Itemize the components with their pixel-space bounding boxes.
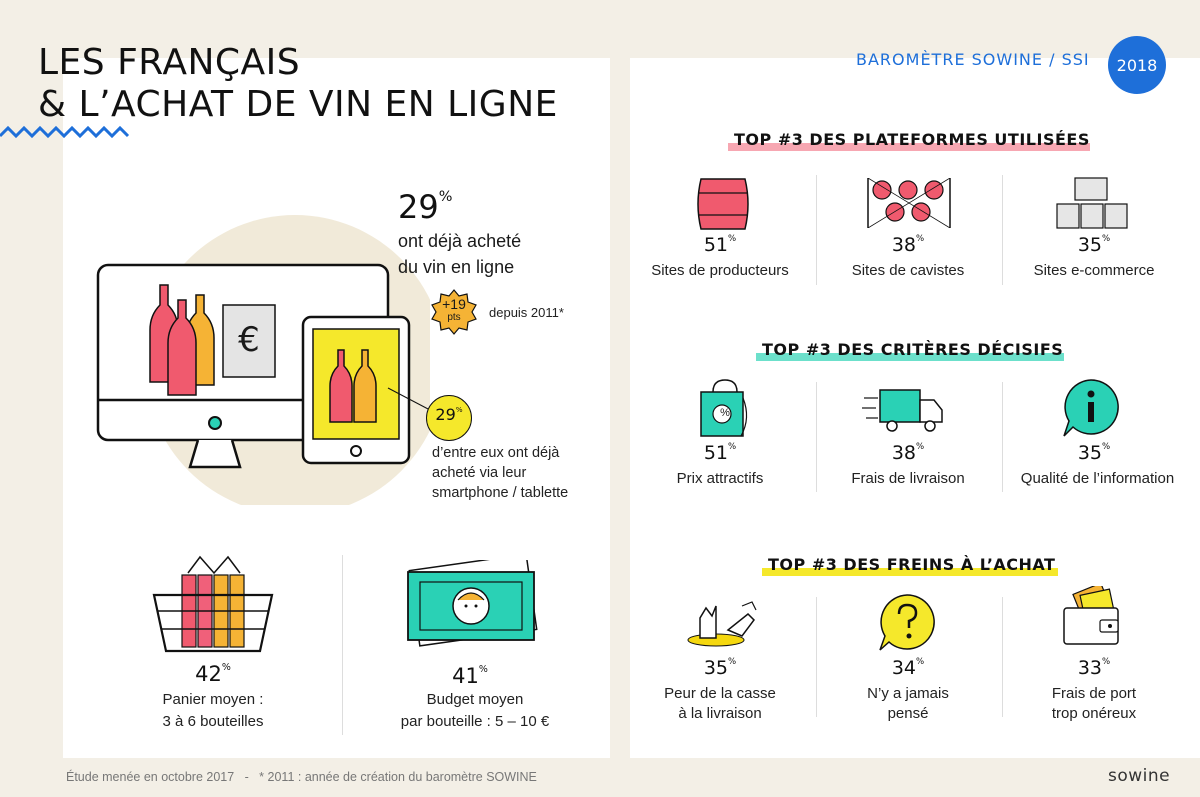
growth-since: depuis 2011* [489, 305, 564, 320]
criterion-2-label: Frais de livraison [851, 470, 965, 487]
discount-symbol: % [720, 407, 730, 419]
platform-1-value: 51% [703, 234, 737, 256]
platforms-divider-2 [1002, 175, 1003, 285]
wine-basket-icon [152, 555, 274, 653]
footer-note: Étude menée en octobre 2017 - * 2011 : a… [66, 770, 537, 784]
banknote-icon [407, 560, 538, 647]
brakes-section-title: TOP #3 DES FREINS À L’ACHAT [762, 555, 1058, 576]
basket-stat-value: 42% [195, 662, 231, 686]
zigzag-decoration [0, 125, 130, 139]
budget-stat-caption: Budget moyen par bouteille : 5 – 10 € [400, 691, 550, 730]
growth-value: +19 [442, 296, 466, 312]
platform-2-value: 38% [891, 234, 925, 256]
growth-badge [431, 289, 477, 335]
mobile-stat-value: 29% [435, 405, 463, 424]
wallet-icon [1063, 586, 1119, 645]
platforms-section-title: TOP #3 DES PLATEFORMES UTILISÉES [728, 130, 1090, 151]
devices-illustration [96, 215, 430, 505]
platform-3-value: 35% [1077, 234, 1111, 256]
brake-3-value: 33% [1077, 657, 1111, 679]
title-line-1: LES FRANÇAIS [38, 42, 301, 83]
brakes-divider-1 [816, 597, 817, 717]
wine-rack-icon [867, 178, 951, 228]
main-stat-value: 29% [398, 188, 453, 226]
criteria-divider-2 [1002, 382, 1003, 492]
discount-bag-icon [700, 379, 748, 437]
brake-3-caption: Frais de port trop onéreux [1051, 685, 1137, 722]
growth-unit: pts [447, 312, 461, 323]
criterion-3-label: Qualité de l’information [1020, 470, 1175, 487]
brake-1-value: 35% [703, 657, 737, 679]
brake-2-caption: N’y a jamais pensé [867, 685, 949, 722]
platform-1-label: Sites de producteurs [651, 262, 789, 279]
question-bubble-icon [879, 594, 935, 651]
tablet-bottles [329, 349, 377, 423]
truck-icon [862, 389, 943, 432]
platform-2-label: Sites de cavistes [851, 262, 965, 279]
euro-symbol: € [238, 320, 260, 360]
year-badge: 2018 [1108, 36, 1166, 94]
basket-stat-caption: Panier moyen : 3 à 6 bouteilles [162, 691, 264, 730]
criterion-1-label: Prix attractifs [676, 470, 764, 487]
criterion-1-value: 51% [703, 442, 737, 464]
page-title: LES FRANÇAIS & L’ACHAT DE VIN EN LIGNE [38, 42, 558, 126]
criteria-section-title: TOP #3 DES CRITÈRES DÉCISIFS [756, 340, 1064, 361]
criterion-3-value: 35% [1077, 442, 1111, 464]
barometer-label: BAROMÈTRE SOWINE / SSI [856, 50, 1090, 69]
title-line-2: & L’ACHAT DE VIN EN LIGNE [38, 84, 558, 125]
broken-bottle-icon [687, 601, 757, 647]
budget-stat-value: 41% [452, 664, 488, 688]
mobile-stat-caption: d’entre eux ont déjà acheté via leur sma… [432, 445, 569, 501]
monitor-bottles [149, 284, 215, 396]
barrel-icon [697, 178, 749, 230]
footer-logo: sowine [1108, 766, 1171, 786]
brake-1-caption: Peur de la casse à la livraison [664, 685, 776, 722]
mobile-stat-circle [426, 395, 472, 441]
criterion-2-value: 38% [891, 442, 925, 464]
left-bottom-divider [342, 555, 343, 735]
platform-3-label: Sites e-commerce [1033, 262, 1155, 279]
main-stat-caption: ont déjà acheté du vin en ligne [398, 231, 522, 277]
brakes-divider-2 [1002, 597, 1003, 717]
criteria-divider-1 [816, 382, 817, 492]
platforms-divider-1 [816, 175, 817, 285]
boxes-icon [1056, 177, 1128, 229]
brake-2-value: 34% [891, 657, 925, 679]
info-bubble-icon [1063, 379, 1119, 437]
